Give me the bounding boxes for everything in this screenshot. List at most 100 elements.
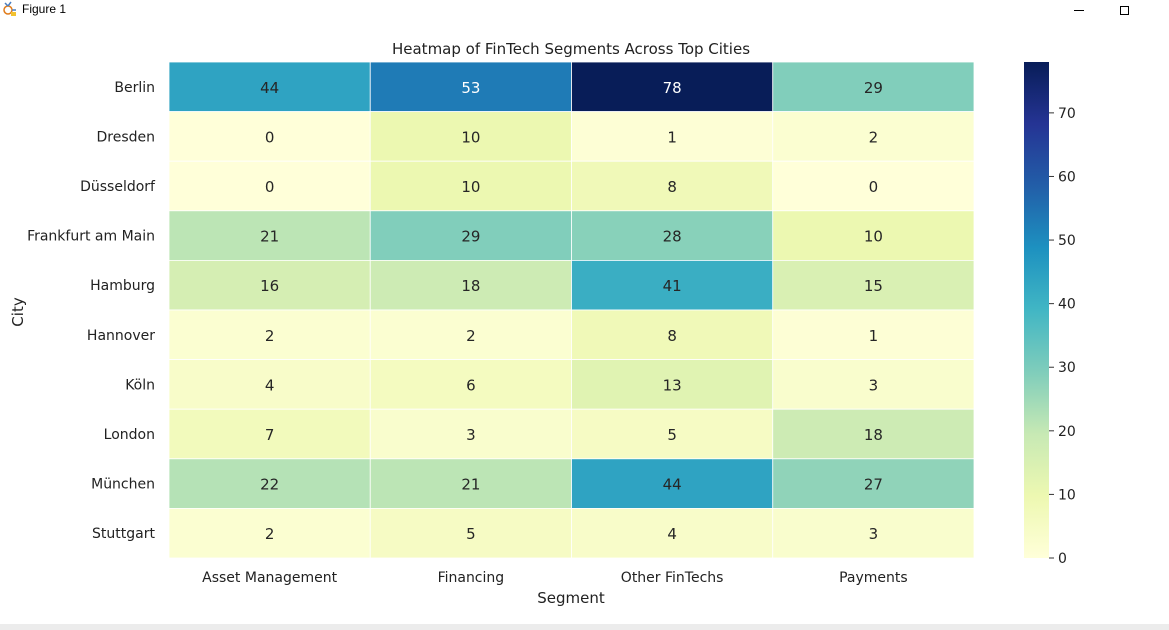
minimize-button[interactable] [1056,0,1102,20]
colorbar-tick-label: 40 [1058,297,1076,313]
heatmap-cell [571,458,774,509]
cell-value-label: 3 [869,525,879,543]
column-labels: Asset Management Financing Other FinTechs P… [202,570,908,586]
heatmap-cell [772,111,975,162]
heatmap-cell [369,111,572,162]
cell-value-label: 28 [663,228,682,246]
heatmap-cell [369,160,572,212]
heatmap-cell [772,458,975,509]
heatmap-cell [772,61,975,112]
column-label: Financing [438,570,505,586]
row-label: Frankfurt am Main [27,229,155,245]
cell-value-label: 3 [869,376,879,394]
cell-value-label: 4 [265,376,275,394]
heatmap-cell [772,309,975,360]
cell-value-label: 22 [260,476,279,494]
heatmap-cell [369,61,572,112]
status-bar [0,624,1169,630]
heatmap-cell [168,111,371,162]
row-label: Düsseldorf [80,179,156,195]
heatmap-cell [168,359,371,410]
plot-area: Heatmap of FinTech Segments Across Top C… [0,20,1169,624]
maximize-icon [1119,5,1129,15]
heatmap-cell [168,507,371,559]
cell-value-label: 0 [265,178,275,196]
cell-value-label: 7 [265,426,275,444]
window-titlebar: Figure 1 [0,0,1169,20]
colorbar-tick-label: 70 [1058,106,1076,122]
heatmap-cell [168,408,371,460]
colorbar-tick-label: 10 [1058,487,1076,503]
colorbar: 0 10 20 30 40 50 60 70 [1024,62,1076,567]
cell-value-label: 3 [466,426,476,444]
column-label: Asset Management [202,570,337,586]
cell-value-label: 2 [466,327,476,345]
cell-value-label: 18 [461,277,480,295]
cell-value-label: 13 [663,376,682,394]
cell-value-label: 5 [667,426,677,444]
colorbar-ticks: 0 10 20 30 40 50 60 70 [1049,106,1076,567]
cell-value-label: 1 [667,128,677,146]
maximize-button[interactable] [1101,0,1147,20]
cell-value-label: 1 [869,327,879,345]
colorbar-tick-label: 30 [1058,360,1076,376]
heatmap-cell [571,210,774,261]
column-label: Payments [839,570,908,586]
heatmap-cell [571,61,774,112]
cell-value-label: 4 [667,525,677,543]
heatmap-cell [772,359,975,410]
x-axis-label: Segment [537,589,605,607]
row-label: Köln [125,377,155,393]
row-labels: Berlin Dresden Düsseldorf Frankfurt am Main… [27,80,156,542]
row-label: London [104,427,155,443]
cell-value-label: 2 [265,525,275,543]
heatmap-cell [772,259,975,311]
cell-value-label: 29 [461,228,480,246]
colorbar-tick-label: 60 [1058,169,1076,185]
row-label: Stuttgart [92,526,155,542]
row-label: Hannover [87,328,155,344]
heatmap-cell [168,61,371,112]
heatmap-cell [369,309,572,360]
cell-value-label: 44 [260,79,279,97]
y-axis-label: City [9,297,27,327]
cell-value-label: 15 [864,277,883,295]
column-label: Other FinTechs [621,570,724,586]
cell-value-label: 27 [864,476,883,494]
heatmap-cell [571,507,774,559]
window-title: Figure 1 [22,2,67,16]
cell-value-label: 16 [260,277,279,295]
row-label: Berlin [114,80,155,96]
cell-value-label: 21 [461,476,480,494]
cell-value-label: 0 [869,178,879,196]
heatmap-cell [168,210,371,261]
heatmap-chart: Heatmap of FinTech Segments Across Top C… [9,40,1076,607]
cell-value-label: 8 [667,178,677,196]
cell-value-label: 6 [466,376,476,394]
cell-value-label: 8 [667,327,677,345]
colorbar-gradient [1024,62,1049,558]
colorbar-tick-label: 20 [1058,424,1076,440]
cell-value-label: 53 [461,79,480,97]
heatmap-cell [571,259,774,311]
heatmap-cell [772,507,975,559]
cell-value-label: 18 [864,426,883,444]
colorbar-tick-label: 0 [1058,551,1067,567]
colorbar-tick-label: 50 [1058,233,1076,249]
heatmap-cell [571,309,774,360]
heatmap-cell [168,309,371,360]
cell-value-label: 29 [864,79,883,97]
row-label: Dresden [96,129,155,145]
heatmap-cell [571,359,774,410]
cell-value-label: 44 [663,476,682,494]
heatmap-cell [369,507,572,559]
row-label: München [91,477,155,493]
cell-value-label: 2 [869,128,879,146]
heatmap-cell [571,408,774,460]
cell-value-label: 5 [466,525,476,543]
row-label: Hamburg [90,278,155,294]
heatmap-cell [772,160,975,212]
cell-value-label: 2 [265,327,275,345]
cell-value-label: 0 [265,128,275,146]
